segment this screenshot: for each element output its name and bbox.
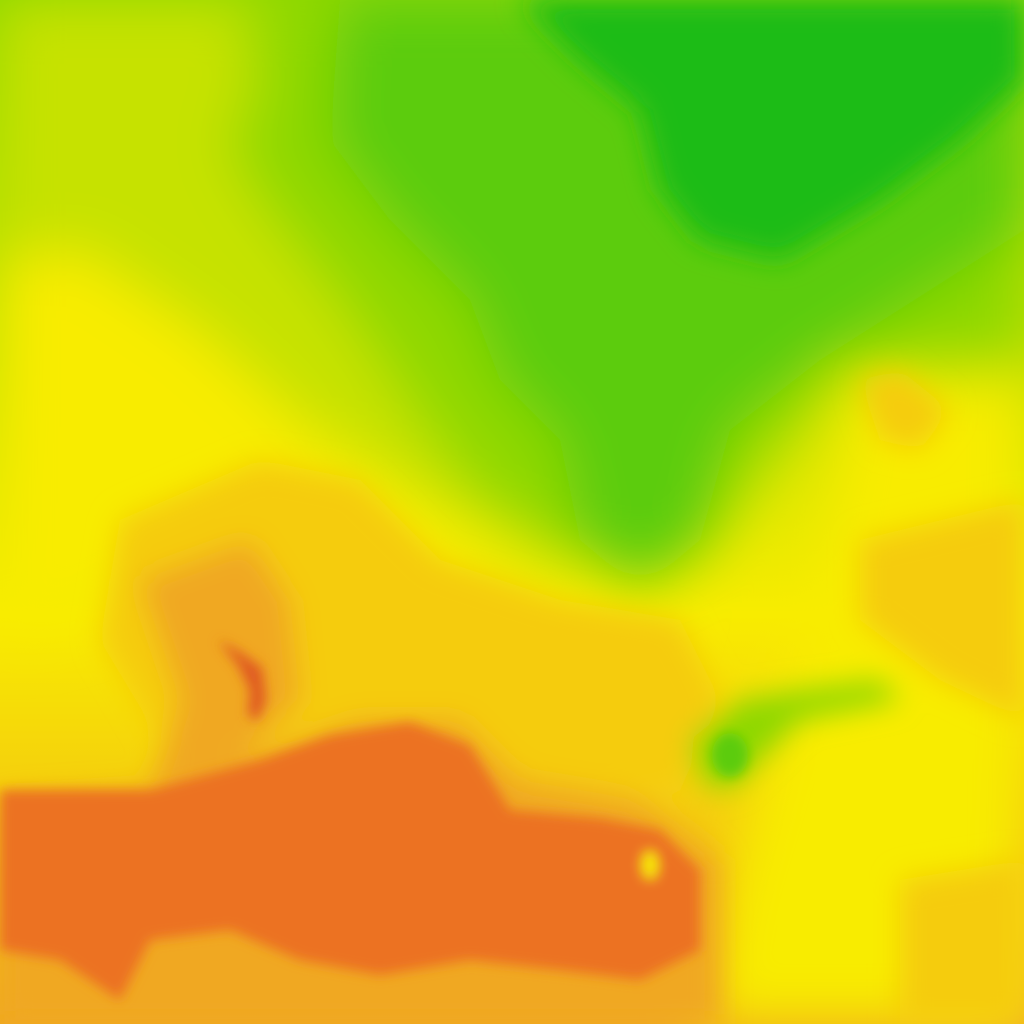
gold-island: [860, 370, 950, 450]
orange-zone: [0, 722, 700, 1000]
red-orange-streak: [218, 640, 266, 720]
dark-green-spot: [712, 733, 748, 777]
top-left-yellow-green: [0, 0, 260, 240]
dark-green-core: [520, 0, 1024, 260]
yellow-spot: [642, 851, 658, 879]
gold-bottom-right: [900, 860, 1024, 1024]
gold-right: [860, 500, 1024, 720]
